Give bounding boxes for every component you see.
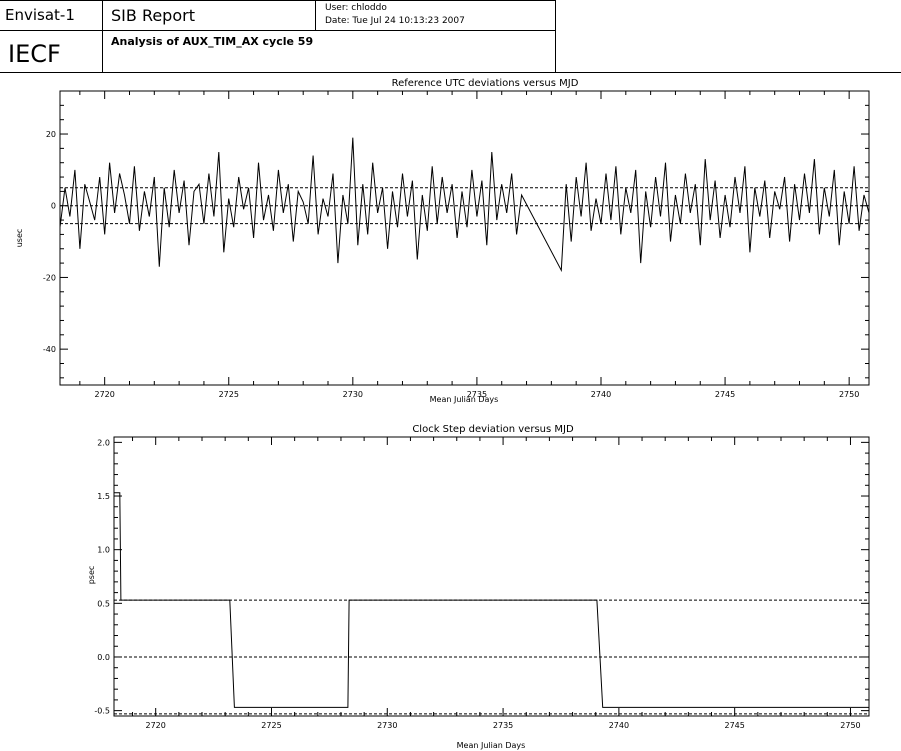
x-tick-label: 2745 [724,721,744,730]
header-grid [0,0,901,73]
org-label: IECF [8,40,61,68]
x-tick-label: 2740 [591,390,611,399]
x-tick-label: 2750 [839,390,859,399]
tick-labels: 2720 2725 2730 2735 2740 2745 2750 -40 -20 0 20 [43,130,859,399]
x-tick-label: 2750 [840,721,860,730]
chart-title: Clock Step deviation versus MJD [412,424,574,435]
series-line [59,137,870,273]
y-tick-label: 0.5 [97,599,110,608]
x-tick-label: 2720 [94,390,114,399]
x-tick-label: 2740 [609,721,629,730]
report-title: SIB Report [111,6,195,25]
chart-title: Reference UTC deviations versus MJD [392,78,579,89]
x-tick-label: 2730 [343,390,363,399]
x-axis-label: Mean Julian Days [430,395,499,404]
y-tick-label: -40 [43,345,56,354]
y-tick-label: -0.5 [94,707,110,716]
x-tick-label: 2730 [377,721,397,730]
x-tick-label: 2735 [493,721,513,730]
y-tick-label: 0.0 [97,653,110,662]
series-lines [59,137,870,273]
y-tick-label: 1.5 [97,492,110,501]
plot-frame [113,436,870,717]
x-tick-label: 2725 [261,721,281,730]
y-axis-label: usec [15,229,24,248]
report-header [0,0,901,73]
user-label: User: chloddo [325,3,387,13]
x-axis-label: Mean Julian Days [457,741,526,750]
y-tick-label: -20 [43,273,56,282]
y-tick-label: 1.0 [97,546,110,555]
tick-labels: 2720 2725 2730 2735 2740 2745 2750 -0.5 0.0 0.5 1.… [94,438,860,730]
utc-deviation-chart: Reference UTC deviations versus MJD 2720… [15,78,870,404]
series-line [114,492,869,708]
y-tick-label: 0 [51,202,56,211]
series-lines [114,492,869,708]
analysis-title: Analysis of AUX_TIM_AX cycle 59 [111,35,314,48]
x-tick-label: 2745 [715,390,735,399]
x-tick-label: 2725 [219,390,239,399]
x-tick-label: 2720 [146,721,166,730]
axis-ticks [114,437,869,716]
date-label: Date: Tue Jul 24 10:13:23 2007 [325,16,465,26]
x-tick-label: 2735 [467,390,487,399]
y-tick-label: 2.0 [97,438,110,447]
plot-frame [59,90,870,386]
y-tick-label: 20 [46,130,56,139]
axis-ticks [60,90,869,385]
reference-lines [114,599,869,715]
y-axis-label: psec [87,566,96,585]
clock-step-chart: Clock Step deviation versus MJD 2720 2725… [87,424,870,750]
mission-label: Envisat-1 [5,6,75,24]
